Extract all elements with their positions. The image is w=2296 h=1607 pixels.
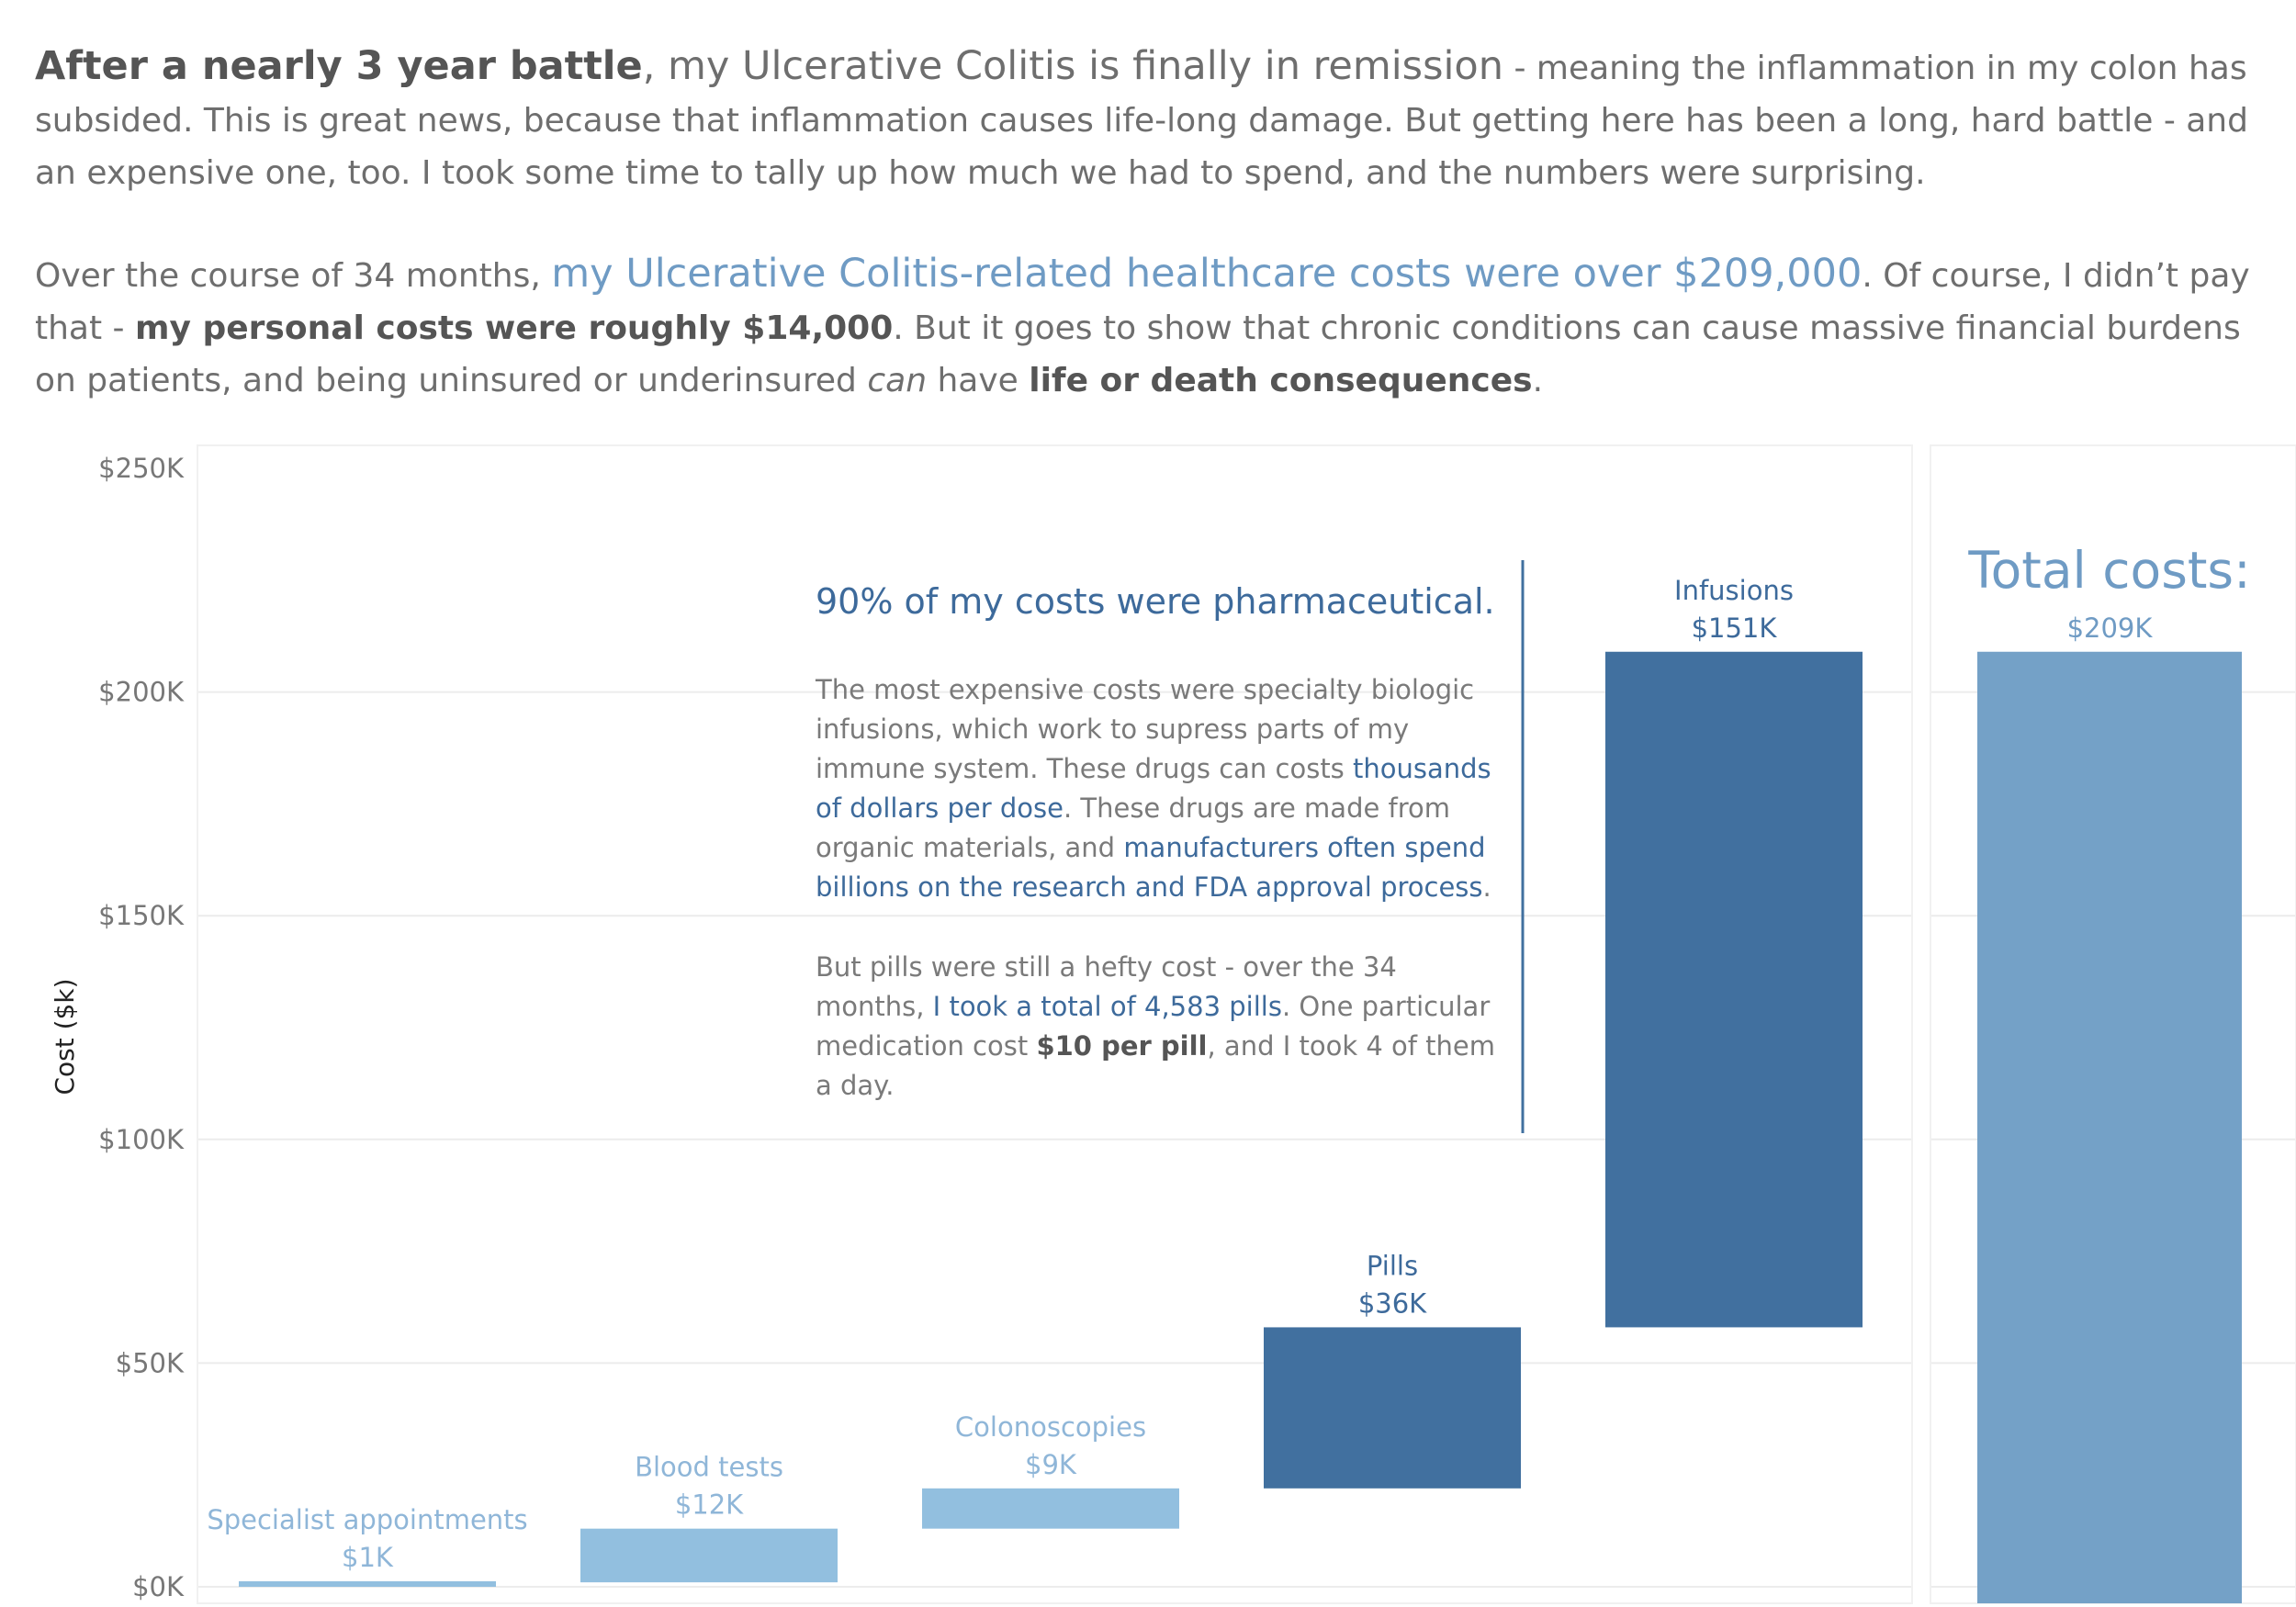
waterfall-chart: $0K $50K $100K $150K $200K $250K Cost ($k) Sp… xyxy=(50,444,2296,1604)
intro-paragraph-1: After a nearly 3 year battle, my Ulcerat… xyxy=(35,40,2276,199)
y-tick-label: $50K xyxy=(116,1347,185,1378)
bar-category-label: Infusions xyxy=(1674,575,1794,606)
bar-category-label: Specialist appointments xyxy=(207,1504,527,1535)
intro2-end: . xyxy=(1532,362,1544,399)
bar-value-label: $1K xyxy=(342,1542,394,1573)
bars xyxy=(239,651,2242,1604)
y-tick-label: $100K xyxy=(98,1124,185,1155)
anno2-text-3: , and I took 4 of them a day. xyxy=(816,1030,1496,1101)
intro-bold-lead: After a nearly 3 year battle xyxy=(35,43,643,89)
total-label: Total costs: xyxy=(1967,541,2250,600)
bar-category-label: Colonoscopies xyxy=(955,1411,1146,1443)
bar-value-label: $12K xyxy=(675,1489,744,1521)
bar-value-label: $9K xyxy=(1025,1449,1077,1480)
total-value-label: $209K xyxy=(2067,612,2154,644)
bar-labels: Specialist appointments $1K Blood tests $12… xyxy=(207,541,2250,1573)
anno1-highlight-1: thousands of dollars per dose xyxy=(816,753,1491,824)
anno1-highlight-2: manufacturers often spend billions on th… xyxy=(816,832,1486,903)
anno1-text-2: . These drugs are made from organic mate… xyxy=(816,792,1451,863)
bar-category-label: Blood tests xyxy=(635,1452,783,1483)
anno2-text-2: . One particular medication cost xyxy=(816,991,1491,1062)
y-tick-label: $150K xyxy=(98,900,185,931)
intro2-mid2: . But it goes to show that chronic condi… xyxy=(35,309,2241,399)
intro2-italic: can xyxy=(867,362,928,399)
total-bar xyxy=(1977,651,2242,1604)
intro2-start: Over the course of 34 months, xyxy=(35,257,552,295)
bar-value-label: $151K xyxy=(1692,612,1778,644)
bar xyxy=(580,1528,838,1583)
main-panel-frame xyxy=(197,444,1913,1604)
intro-lead-rest: my Ulcerative Colitis is finally in remi… xyxy=(655,43,1503,89)
intro2-bold2: life or death consequences xyxy=(1029,362,1533,399)
bar xyxy=(1264,1327,1521,1489)
anno2-highlight-1: I took a total of 4,583 pills xyxy=(932,991,1282,1022)
y-tick-label: $250K xyxy=(98,453,185,484)
bar-category-label: Pills xyxy=(1367,1250,1418,1281)
intro2-mid1: . Of course, I didn’t pay that - xyxy=(35,257,2250,347)
anno1-text-1: The most expensive costs were specialty … xyxy=(816,674,1475,784)
intro2-highlight: my Ulcerative Colitis-related healthcare… xyxy=(551,251,1863,297)
annotation-paragraph-1: The most expensive costs were specialty … xyxy=(816,670,1514,907)
anno2-bold-1: $10 per pill xyxy=(1036,1030,1208,1062)
bar-value-label: $36K xyxy=(1358,1287,1427,1319)
y-tick-label: $0K xyxy=(132,1571,185,1602)
y-tick-label: $200K xyxy=(98,677,185,708)
intro2-bold1: my personal costs were roughly $14,000 xyxy=(134,309,894,347)
intro-rest: - meaning the inflammation in my colon h… xyxy=(35,50,2248,192)
intro-paragraph-2: Over the course of 34 months, my Ulcerat… xyxy=(35,248,2276,407)
annotation-paragraph-2: But pills were still a hefty cost - over… xyxy=(816,948,1514,1106)
bar xyxy=(239,1581,496,1587)
y-axis-label: Cost ($k) xyxy=(50,978,80,1095)
bar xyxy=(922,1488,1179,1529)
anno1-text-3: . xyxy=(1482,871,1491,903)
y-axis-ticks: $0K $50K $100K $150K $200K $250K xyxy=(98,453,185,1602)
annotation-title: 90% of my costs were pharmaceutical. xyxy=(816,581,1495,622)
intro-comma: , xyxy=(642,43,656,89)
intro2-mid3: have xyxy=(927,362,1030,399)
bar xyxy=(1605,651,1863,1328)
anno2-text-1: But pills were still a hefty cost - over… xyxy=(816,951,1397,1022)
